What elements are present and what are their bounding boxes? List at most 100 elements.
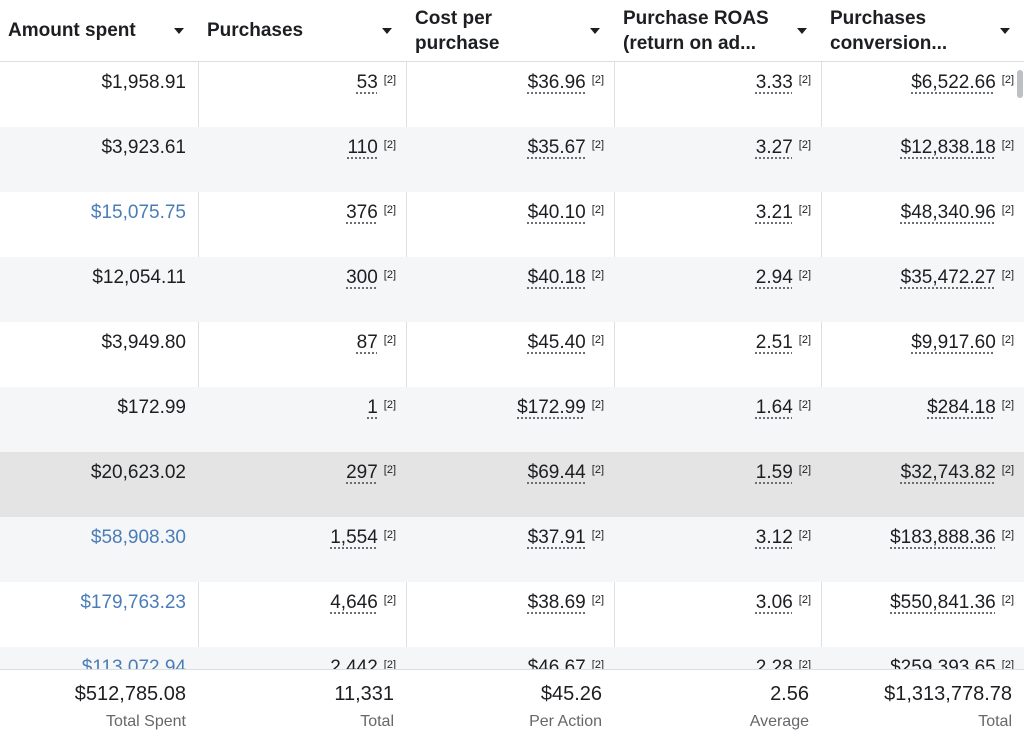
chevron-down-icon[interactable]	[382, 27, 392, 34]
purchases-conversion-value[interactable]: $284.18	[927, 397, 996, 418]
purchase-roas-value[interactable]: 1.64	[755, 397, 793, 418]
table-body: $1,958.91 53 [2] $36.96 [2] 3.33 [2] $6,522.66 […	[0, 62, 1024, 669]
table-row[interactable]: $1,958.91 53 [2] $36.96 [2] 3.33 [2] $6,522.66 […	[0, 62, 1024, 127]
purchases-cell: 300 [2]	[199, 257, 406, 322]
purchase-roas-value[interactable]: 1.59	[755, 462, 793, 483]
amount-spent-cell[interactable]: $15,075.75	[90, 202, 186, 223]
purchase-roas-cell: 3.06 [2]	[615, 582, 821, 647]
total-label: Total Spent	[105, 713, 186, 730]
footnote-marker: [2]	[591, 464, 604, 476]
header-purchases[interactable]: Purchases	[199, 0, 406, 61]
purchases-cell: 4,646 [2]	[199, 582, 406, 647]
purchase-roas-value[interactable]: 3.33	[755, 72, 793, 93]
purchases-value[interactable]: 1,554	[330, 527, 378, 548]
purchases-cell: 2,442 [2]	[199, 647, 406, 670]
footnote-marker: [2]	[591, 334, 604, 346]
purchases-conversion-value[interactable]: $32,743.82	[900, 462, 996, 483]
column-divider[interactable]	[198, 0, 199, 748]
cost-per-purchase-cell: $69.44 [2]	[407, 452, 614, 517]
amount-spent-cell: $172.99	[117, 397, 186, 418]
cost-per-purchase-value[interactable]: $38.69	[527, 592, 586, 613]
scrollbar-thumb[interactable]	[1017, 70, 1023, 98]
purchase-roas-value[interactable]: 3.12	[755, 527, 793, 548]
table-header: Amount spent Purchases Cost per purchase…	[0, 0, 1024, 62]
purchase-roas-cell: 3.33 [2]	[615, 62, 821, 127]
cost-per-purchase-value[interactable]: $40.10	[527, 202, 586, 223]
amount-spent-cell[interactable]: $179,763.23	[80, 592, 186, 613]
cost-per-purchase-value[interactable]: $45.40	[527, 332, 586, 353]
purchase-roas-value[interactable]: 3.06	[755, 592, 793, 613]
cost-per-purchase-cell: $46.67 [2]	[407, 647, 614, 670]
purchases-value[interactable]: 1	[367, 397, 378, 418]
cost-per-purchase-value[interactable]: $69.44	[527, 462, 586, 483]
footnote-marker: [2]	[383, 594, 396, 606]
column-divider[interactable]	[406, 0, 407, 748]
purchases-value[interactable]: 376	[346, 202, 378, 223]
header-amount-spent[interactable]: Amount spent	[0, 0, 198, 61]
cost-per-purchase-value[interactable]: $172.99	[517, 397, 586, 418]
table-row[interactable]: $113,072.94 2,442 [2] $46.67 [2] 2.28 [2] $259,…	[0, 647, 1024, 669]
purchase-roas-value[interactable]: 3.21	[755, 202, 793, 223]
cost-per-purchase-cell: $40.10 [2]	[407, 192, 614, 257]
purchases-conversion-value[interactable]: $12,838.18	[900, 137, 996, 158]
chevron-down-icon[interactable]	[590, 27, 600, 34]
purchases-value[interactable]: 2,442	[330, 657, 378, 670]
purchases-value[interactable]: 110	[347, 137, 378, 158]
purchases-value[interactable]: 53	[356, 72, 378, 93]
purchase-roas-value[interactable]: 2.94	[755, 267, 793, 288]
footnote-marker: [2]	[383, 74, 396, 86]
header-cost-per-purchase[interactable]: Cost per purchase	[407, 0, 614, 61]
cost-per-purchase-value[interactable]: $46.67	[527, 657, 586, 670]
purchases-conversion-value[interactable]: $550,841.36	[890, 592, 996, 613]
footnote-marker: [2]	[798, 269, 811, 281]
purchases-conversion-value[interactable]: $9,917.60	[911, 332, 996, 353]
purchase-roas-value[interactable]: 2.28	[755, 657, 793, 670]
total-purchases-conversion: $1,313,778.78 Total	[822, 670, 1024, 749]
header-purchase-roas[interactable]: Purchase ROAS (return on ad...	[615, 0, 821, 61]
purchases-conversion-value[interactable]: $183,888.36	[890, 527, 996, 548]
purchases-cell: 376 [2]	[199, 192, 406, 257]
purchases-value[interactable]: 87	[356, 332, 378, 353]
chevron-down-icon[interactable]	[174, 27, 184, 34]
amount-spent-cell: $3,949.80	[101, 332, 186, 353]
table-row[interactable]: $172.99 1 [2] $172.99 [2] 1.64 [2] $284.18 [2]	[0, 387, 1024, 452]
table-row[interactable]: $12,054.11 300 [2] $40.18 [2] 2.94 [2] $35,472.…	[0, 257, 1024, 322]
footnote-marker: [2]	[383, 139, 396, 151]
footnote-marker: [2]	[1001, 529, 1014, 541]
table-row[interactable]: $58,908.30 1,554 [2] $37.91 [2] 3.12 [2] $183,8…	[0, 517, 1024, 582]
column-divider[interactable]	[614, 0, 615, 748]
footnote-marker: [2]	[798, 594, 811, 606]
amount-spent-cell[interactable]: $58,908.30	[90, 527, 186, 548]
chevron-down-icon[interactable]	[797, 27, 807, 34]
purchases-conversion-value[interactable]: $35,472.27	[900, 267, 996, 288]
footnote-marker: [2]	[798, 204, 811, 216]
header-purchases-conversion[interactable]: Purchases conversion...	[822, 0, 1024, 61]
footnote-marker: [2]	[798, 399, 811, 411]
amount-spent-cell[interactable]: $113,072.94	[81, 657, 186, 670]
total-purchases: 11,331 Total	[199, 670, 406, 749]
chevron-down-icon[interactable]	[1000, 27, 1010, 34]
purchases-value[interactable]: 300	[346, 267, 378, 288]
purchases-conversion-cell: $259,393.65 [2]	[822, 647, 1024, 670]
purchase-roas-value[interactable]: 2.51	[755, 332, 793, 353]
column-divider[interactable]	[821, 0, 822, 748]
purchases-conversion-value[interactable]: $259,393.65	[890, 657, 996, 670]
purchases-conversion-value[interactable]: $6,522.66	[911, 72, 996, 93]
purchases-conversion-cell: $183,888.36 [2]	[822, 517, 1024, 582]
cost-per-purchase-cell: $35.67 [2]	[407, 127, 614, 192]
purchase-roas-value[interactable]: 3.27	[755, 137, 793, 158]
table-row[interactable]: $20,623.02 297 [2] $69.44 [2] 1.59 [2] $32,743.…	[0, 452, 1024, 517]
purchases-conversion-value[interactable]: $48,340.96	[900, 202, 996, 223]
cost-per-purchase-value[interactable]: $37.91	[527, 527, 586, 548]
table-row[interactable]: $3,923.61 110 [2] $35.67 [2] 3.27 [2] $12,838.1…	[0, 127, 1024, 192]
cost-per-purchase-value[interactable]: $36.96	[527, 72, 586, 93]
total-value: $1,313,778.78	[884, 683, 1012, 705]
table-row[interactable]: $3,949.80 87 [2] $45.40 [2] 2.51 [2] $9,917.60 […	[0, 322, 1024, 387]
table-row[interactable]: $179,763.23 4,646 [2] $38.69 [2] 3.06 [2] $550,…	[0, 582, 1024, 647]
purchases-cell: 1 [2]	[199, 387, 406, 452]
purchases-value[interactable]: 4,646	[330, 592, 378, 613]
table-row[interactable]: $15,075.75 376 [2] $40.10 [2] 3.21 [2] $48,340.…	[0, 192, 1024, 257]
cost-per-purchase-value[interactable]: $40.18	[527, 267, 586, 288]
purchases-value[interactable]: 297	[346, 462, 378, 483]
cost-per-purchase-value[interactable]: $35.67	[527, 137, 586, 158]
